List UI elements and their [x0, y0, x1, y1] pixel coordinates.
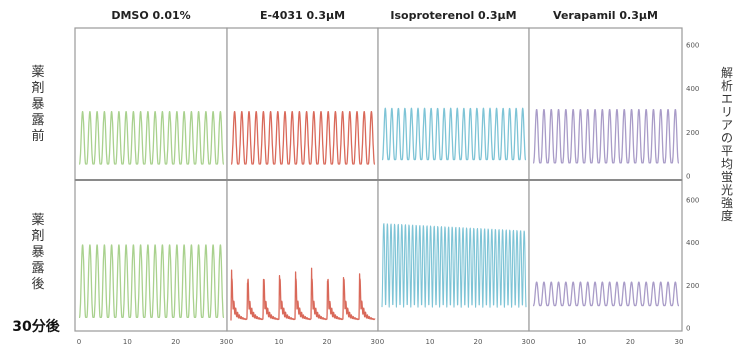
x-tick-label: 10 [426, 338, 435, 346]
series-line [230, 111, 376, 165]
panel-frame [74, 27, 228, 181]
series-line [78, 111, 225, 165]
series-line [381, 223, 527, 308]
panel-frame [226, 27, 379, 181]
y-tick-label: 200 [686, 282, 699, 290]
x-tick-label: 10 [275, 338, 284, 346]
column-title: Verapamil 0.3μM [553, 9, 658, 22]
x-tick-label: 20 [474, 338, 483, 346]
x-tick-label: 10 [123, 338, 132, 346]
x-tick-label: 0 [380, 338, 384, 346]
x-tick-label: 0 [77, 338, 81, 346]
y-tick-label: 600 [686, 42, 699, 50]
y-tick-label: 600 [686, 197, 699, 205]
x-tick-label: 10 [577, 338, 586, 346]
series-line [532, 281, 680, 307]
column-title: DMSO 0.01% [111, 9, 190, 22]
series-line [78, 244, 225, 318]
x-tick-label: 0 [531, 338, 535, 346]
x-tick-label: 30 [675, 338, 684, 346]
panel-frame [528, 179, 683, 332]
column-title: Isoproterenol 0.3μM [390, 9, 516, 22]
series-line [230, 267, 376, 321]
x-tick-label: 30 [522, 338, 531, 346]
x-tick-label: 20 [626, 338, 635, 346]
panel-frame [74, 179, 228, 332]
x-tick-label: 30 [371, 338, 380, 346]
y-tick-label: 0 [686, 325, 690, 333]
y-axis-label: 解析エリアの平均蛍光強度 [721, 66, 733, 223]
y-tick-label: 200 [686, 129, 699, 137]
series-line [381, 107, 527, 161]
series-line [532, 108, 680, 164]
x-tick-label: 0 [229, 338, 233, 346]
y-tick-label: 0 [686, 173, 690, 181]
x-tick-label: 30 [220, 338, 229, 346]
x-tick-label: 20 [171, 338, 180, 346]
column-title: E-4031 0.3μM [260, 9, 345, 22]
row-label: 薬剤暴露前 [31, 65, 44, 144]
row-label: 薬剤暴露後 [31, 213, 44, 292]
y-tick-label: 400 [686, 239, 699, 247]
panel-frame [528, 27, 683, 181]
y-tick-label: 400 [686, 85, 699, 93]
x-tick-label: 20 [323, 338, 332, 346]
row-note: 30分後 [12, 318, 60, 335]
